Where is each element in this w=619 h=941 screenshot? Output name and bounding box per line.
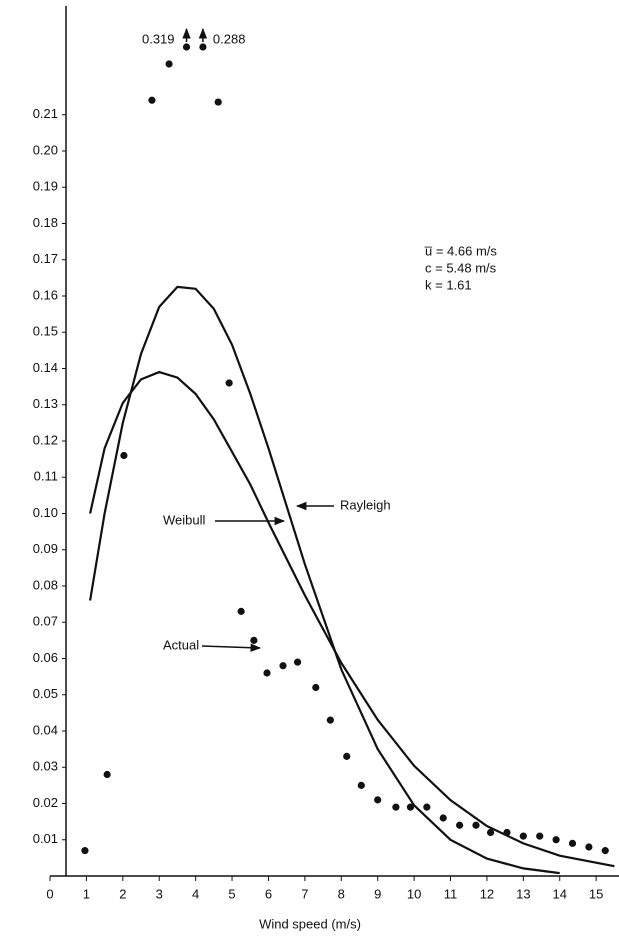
y-tick-label: 0.16 — [33, 287, 58, 302]
x-tick-label: 9 — [374, 886, 381, 901]
series-annotation: Actual — [163, 637, 199, 652]
y-tick-label: 0.03 — [33, 759, 58, 774]
data-point — [601, 847, 609, 855]
curve — [89, 285, 560, 875]
y-tick-label: 0.14 — [33, 360, 58, 375]
y-tick-label: 0.06 — [33, 650, 58, 665]
y-tick-label: 0.13 — [33, 396, 58, 411]
x-tick-label: 6 — [265, 886, 272, 901]
data-point — [214, 98, 222, 106]
series-annotation: Rayleigh — [340, 497, 391, 512]
data-point — [165, 60, 173, 68]
data-point — [374, 796, 382, 804]
x-tick-label: 4 — [192, 886, 199, 901]
x-tick-label: 15 — [589, 886, 603, 901]
data-point — [225, 379, 233, 387]
x-tick-label: 0 — [46, 886, 53, 901]
x-tick-label: 11 — [444, 886, 458, 901]
x-tick-label: 1 — [83, 886, 90, 901]
data-point — [536, 832, 544, 840]
data-point — [519, 832, 527, 840]
y-tick-label: 0.09 — [33, 541, 58, 556]
curve — [89, 370, 615, 868]
parameter: k = 1.61 — [425, 277, 472, 292]
x-axis-label: Wind speed (m/s) — [259, 916, 361, 931]
parameter: c = 5.48 m/s — [425, 260, 497, 275]
y-tick-label: 0.07 — [33, 614, 58, 629]
y-tick-label: 0.15 — [33, 324, 58, 339]
series-annotation: Weibull — [163, 512, 206, 527]
y-tick-label: 0.01 — [33, 831, 58, 846]
data-point — [406, 803, 415, 811]
y-tick-label: 0.11 — [34, 469, 58, 484]
x-tick-label: 7 — [301, 886, 308, 901]
y-tick-label: 0.02 — [33, 795, 58, 810]
data-point — [392, 803, 400, 811]
y-tick-label: 0.10 — [33, 505, 58, 520]
data-point — [357, 781, 365, 789]
data-point — [103, 770, 111, 779]
data-point — [552, 836, 560, 844]
annotation-arrow — [201, 643, 262, 652]
data-point — [120, 451, 128, 460]
data-point — [568, 839, 577, 847]
offscale-label: 0.319 — [142, 31, 175, 46]
data-point — [439, 814, 447, 822]
y-tick-label: 0.08 — [33, 577, 58, 592]
x-tick-label: 12 — [480, 886, 494, 901]
data-point — [237, 607, 245, 615]
y-tick-label: 0.12 — [33, 432, 58, 447]
data-point — [326, 716, 334, 724]
offscale-point — [199, 43, 207, 51]
offscale-point — [182, 43, 191, 51]
data-point — [148, 96, 156, 104]
y-tick-label: 0.05 — [33, 686, 58, 701]
y-tick-label: 0.19 — [33, 179, 58, 194]
data-point — [81, 847, 89, 855]
data-point — [263, 669, 271, 677]
x-tick-label: 10 — [407, 886, 421, 901]
data-point — [486, 828, 495, 837]
y-tick-label: 0.18 — [33, 215, 58, 230]
parameter: u̅ = 4.66 m/s — [424, 243, 497, 258]
data-point — [503, 828, 511, 837]
data-point — [423, 803, 431, 811]
data-point — [312, 683, 320, 692]
y-tick-label: 0.17 — [33, 251, 58, 266]
x-tick-label: 2 — [119, 886, 126, 901]
data-point — [472, 821, 480, 829]
y-tick-label: 0.21 — [33, 106, 58, 121]
data-point — [456, 821, 464, 829]
data-point — [279, 662, 287, 670]
x-tick-label: 14 — [553, 886, 567, 901]
x-tick-label: 5 — [228, 886, 235, 901]
y-tick-label: 0.20 — [33, 142, 58, 157]
x-tick-label: 3 — [156, 886, 163, 901]
x-tick-label: 13 — [516, 886, 530, 901]
data-point — [585, 843, 593, 851]
x-tick-label: 8 — [338, 886, 345, 901]
offscale-label: 0.288 — [213, 31, 246, 46]
y-tick-label: 0.04 — [33, 722, 58, 737]
data-point — [250, 636, 258, 644]
data-point — [343, 752, 351, 760]
data-point — [293, 658, 302, 666]
